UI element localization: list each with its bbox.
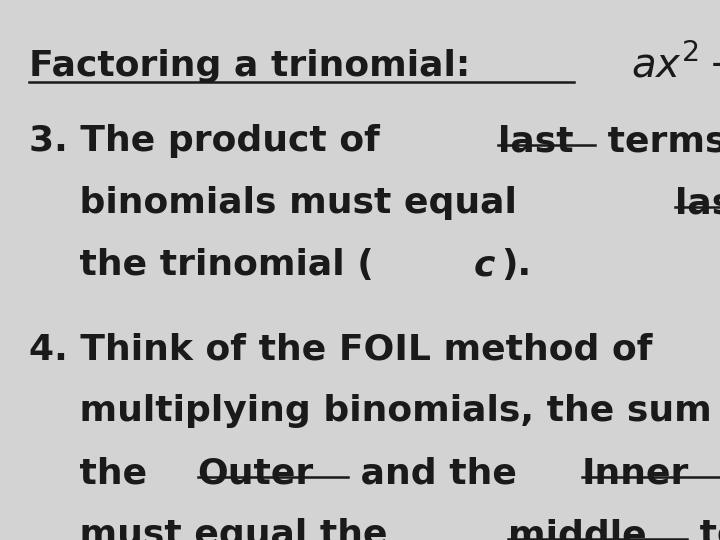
Text: binomials must equal: binomials must equal [29,186,529,220]
Text: the trinomial (: the trinomial ( [29,248,374,282]
Text: 4. Think of the FOIL method of: 4. Think of the FOIL method of [29,332,652,366]
Text: last: last [498,124,573,158]
Text: multiplying binomials, the sum of: multiplying binomials, the sum of [29,394,720,428]
Text: must equal the: must equal the [29,518,400,540]
Text: $ax^{2} + bx + c$: $ax^{2} + bx + c$ [631,46,720,87]
Text: c: c [474,248,495,282]
Text: ).: ). [501,248,531,282]
Text: Factoring a trinomial:: Factoring a trinomial: [29,49,495,83]
Text: middle: middle [508,518,647,540]
Text: Outer: Outer [197,456,314,490]
Text: terms of both: terms of both [595,124,720,158]
Text: term (: term ( [687,518,720,540]
Text: Inner: Inner [582,456,689,490]
Text: 3. The product of: 3. The product of [29,124,392,158]
Text: the: the [29,456,160,490]
Text: last: last [675,186,720,220]
Text: and the: and the [348,456,529,490]
